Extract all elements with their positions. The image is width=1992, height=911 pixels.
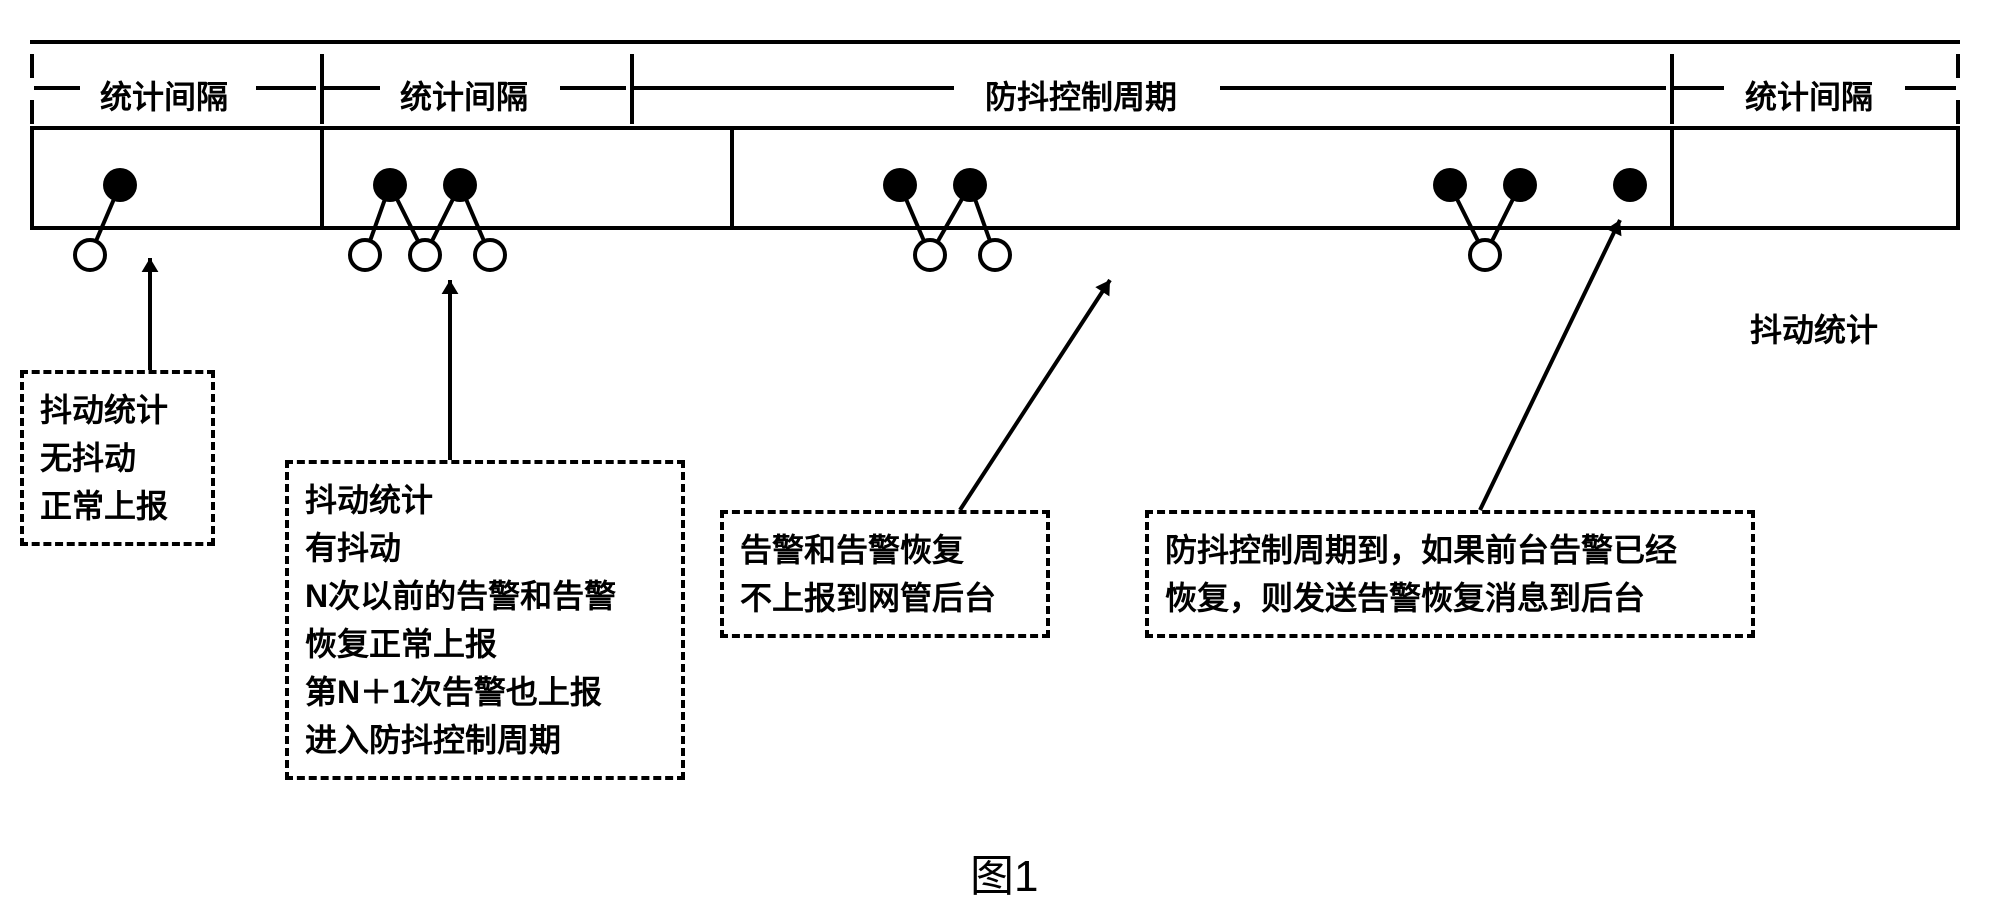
annotation-arrow — [1468, 208, 1632, 522]
data-divider — [320, 130, 324, 230]
event-dot-filled — [1433, 168, 1467, 202]
h-bracket — [634, 86, 954, 90]
event-dot-filled — [1613, 168, 1647, 202]
segment-label: 统计间隔 — [100, 72, 228, 118]
timeline-diagram: 统计间隔 统计间隔 防抖控制周期 统计间隔 抖动统计 无抖动 正常上报抖动统计 … — [30, 40, 1960, 230]
annotation-box: 抖动统计 有抖动 N次以前的告警和告警 恢复正常上报 第N＋1次告警也上报 进入… — [285, 460, 685, 780]
annotation-box: 告警和告警恢复 不上报到网管后台 — [720, 510, 1050, 638]
segment-label: 统计间隔 — [1745, 72, 1873, 118]
data-divider — [1956, 130, 1960, 230]
event-dot-filled — [443, 168, 477, 202]
h-bracket — [256, 86, 316, 90]
h-bracket — [1220, 86, 1666, 90]
annotation-box: 抖动统计 无抖动 正常上报 — [20, 370, 215, 546]
event-dot-outline — [913, 238, 947, 272]
event-dot-filled — [953, 168, 987, 202]
event-dot-filled — [373, 168, 407, 202]
data-divider — [1670, 130, 1674, 230]
h-bracket — [324, 86, 380, 90]
header-row: 统计间隔 统计间隔 防抖控制周期 统计间隔 — [30, 40, 1960, 130]
data-divider — [30, 130, 34, 230]
event-dot-outline — [73, 238, 107, 272]
annotation-arrow — [138, 246, 162, 382]
annotation-box: 防抖控制周期到，如果前台告警已经 恢复，则发送告警恢复消息到后台 — [1145, 510, 1755, 638]
h-bracket — [560, 86, 626, 90]
segment-label: 统计间隔 — [400, 72, 528, 118]
annotation-arrow — [438, 268, 462, 472]
event-dot-outline — [408, 238, 442, 272]
annotation-arrow — [948, 268, 1122, 522]
h-bracket — [1905, 86, 1956, 90]
event-dot-filled — [1503, 168, 1537, 202]
data-row — [30, 130, 1960, 230]
event-dot-filled — [103, 168, 137, 202]
segment-label: 防抖控制周期 — [985, 72, 1177, 118]
event-dot-outline — [978, 238, 1012, 272]
h-bracket — [1674, 86, 1724, 90]
figure-label: 图1 — [970, 840, 1038, 904]
event-dot-filled — [883, 168, 917, 202]
jitter-stats-label: 抖动统计 — [1750, 305, 1878, 351]
event-dot-outline — [473, 238, 507, 272]
event-dot-outline — [348, 238, 382, 272]
h-bracket — [34, 86, 80, 90]
data-divider — [730, 130, 734, 230]
